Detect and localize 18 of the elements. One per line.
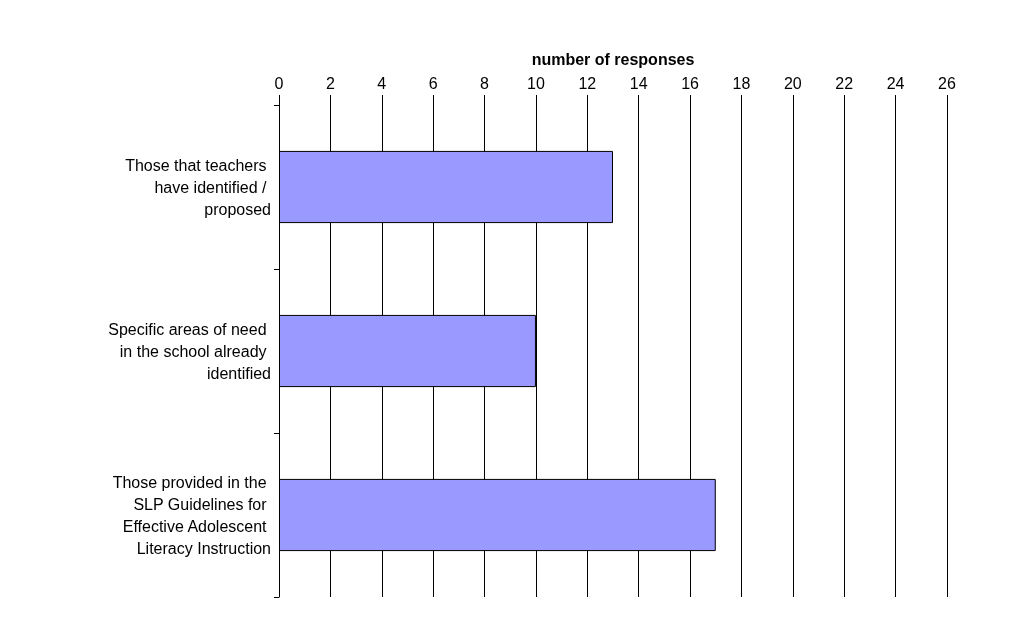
- x-tick-label: 18: [732, 74, 751, 92]
- x-tick-label: 8: [480, 74, 490, 92]
- x-tick-label: 4: [377, 74, 387, 92]
- y-tick-label: Those that teachers have identified / proposed: [125, 156, 271, 218]
- x-tick-label: 22: [835, 74, 854, 92]
- x-tick-label: 10: [527, 74, 545, 92]
- x-tick-label: 0: [274, 74, 284, 92]
- y-tick-label: Specific areas of need in the school already identified: [108, 320, 271, 382]
- x-axis-title: number of responses: [531, 50, 695, 68]
- x-tick-label: 26: [938, 74, 956, 92]
- x-tick-label: 20: [783, 74, 802, 92]
- x-tick-label: 12: [578, 74, 597, 92]
- x-tick-label: 24: [886, 74, 905, 92]
- y-tick-label: Those provided in the SLP Guidelines for Effective Adolescent Literacy Instruction: [112, 473, 271, 557]
- x-tick-label: 6: [428, 74, 438, 92]
- x-tick-label: 14: [629, 74, 648, 92]
- x-tick-label: 2: [325, 74, 335, 92]
- x-tick-label: 16: [681, 74, 700, 92]
